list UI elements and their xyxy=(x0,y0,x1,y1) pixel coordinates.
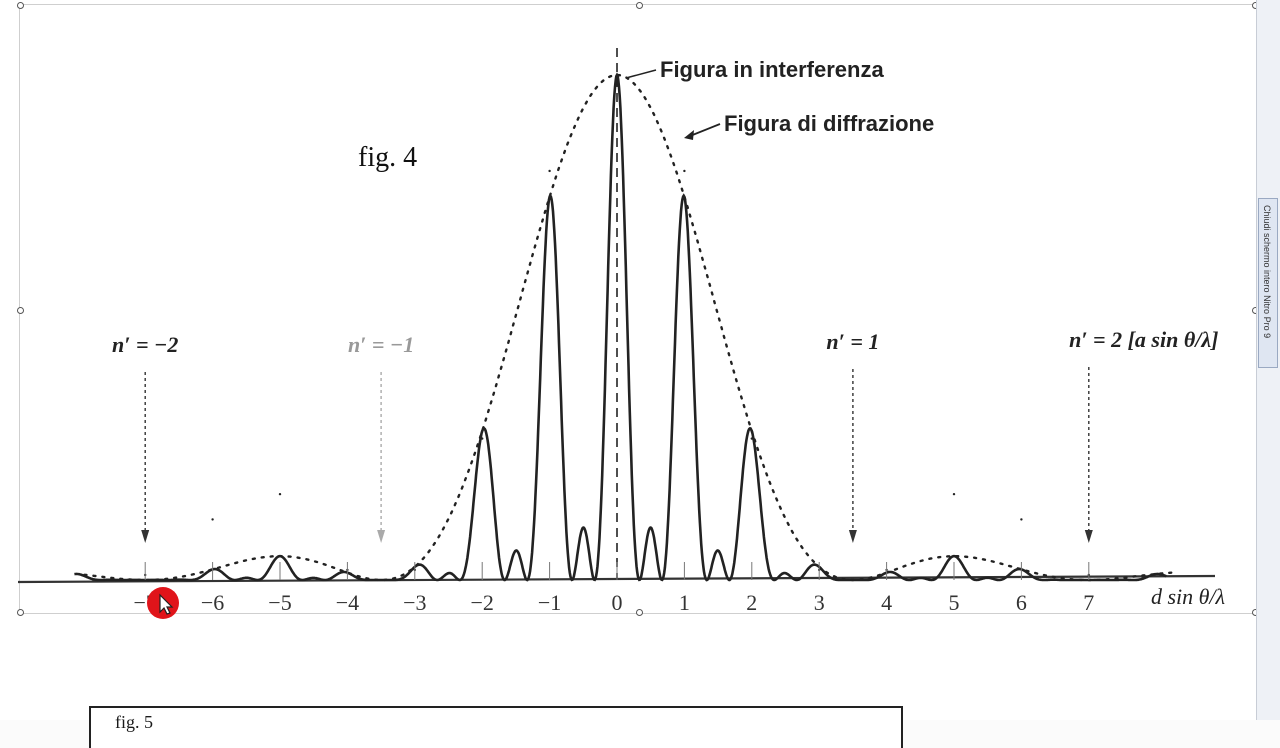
x-tick-label-4: −3 xyxy=(403,590,426,615)
legend-leader-diffraction xyxy=(689,123,721,137)
interference-peak-1 xyxy=(211,518,214,521)
x-tick-label-5: −2 xyxy=(470,590,493,615)
annotation-label-2: n′ = 1 xyxy=(826,329,879,354)
x-tick-label-3: −4 xyxy=(336,590,359,615)
legend-label-interference: Figura in interferenza xyxy=(660,57,884,82)
annotation-arrowhead-1 xyxy=(377,530,386,543)
x-tick-label-1: −6 xyxy=(201,590,224,615)
x-tick-label-7: 0 xyxy=(612,590,623,615)
annotation-arrowhead-3 xyxy=(1084,530,1093,543)
x-tick-label-14: 7 xyxy=(1083,590,1094,615)
legend-label-diffraction: Figura di diffrazione xyxy=(724,111,934,136)
interference-peak-2 xyxy=(278,492,282,496)
interference-peak-13 xyxy=(1020,518,1023,521)
interference-peak-7 xyxy=(615,73,619,77)
interference-pattern-line xyxy=(74,72,1167,582)
annotation-label-3: n′ = 2 [a sin θ/λ] xyxy=(1069,327,1218,352)
annotation-label-1: n′ = −1 xyxy=(348,332,414,357)
annotation-arrowhead-0 xyxy=(141,530,150,543)
cursor-highlight-icon xyxy=(147,587,179,619)
close-fullscreen-button[interactable]: Chiudi schermo intero xyxy=(1262,205,1272,293)
x-tick-label-10: 3 xyxy=(814,590,825,615)
x-tick-label-9: 2 xyxy=(746,590,757,615)
toolbar-text: Chiudi schermo intero Nitro Pro 9 xyxy=(1262,205,1272,338)
diffraction-envelope-line xyxy=(83,73,1178,582)
interference-peak-12 xyxy=(952,492,956,496)
legend-arrowhead-diffraction xyxy=(684,130,694,140)
next-figure-frame: fig. 5 xyxy=(89,706,903,748)
x-tick-label-6: −1 xyxy=(538,590,561,615)
interference-peak-5 xyxy=(481,437,484,440)
x-tick-label-8: 1 xyxy=(679,590,690,615)
x-axis-label: d sin θ/λ xyxy=(1151,584,1225,609)
interference-peak-6 xyxy=(548,169,551,173)
annotation-label-0: n′ = −2 xyxy=(112,332,178,357)
next-figure-label: fig. 5 xyxy=(115,712,153,732)
figure-label: fig. 4 xyxy=(358,142,418,173)
x-tick-label-13: 6 xyxy=(1016,590,1027,615)
x-tick-label-12: 5 xyxy=(949,590,960,615)
x-tick-label-11: 4 xyxy=(881,590,892,615)
interference-chart: −7 −6 −5 −4 −3 −2 −1 0 1 2 3 4 5 6 7 d sin θ/λn′ = −2 n′… xyxy=(17,48,1225,615)
interference-peak-9 xyxy=(750,437,753,440)
legend-leader-interference xyxy=(625,69,657,79)
x-tick-label-2: −5 xyxy=(268,590,291,615)
interference-peak-8 xyxy=(683,169,686,173)
fullscreen-side-toolbar[interactable]: Chiudi schermo intero Nitro Pro 9 xyxy=(1258,198,1278,368)
annotation-arrowhead-2 xyxy=(848,530,857,543)
app-name-label: Nitro Pro 9 xyxy=(1262,295,1272,339)
